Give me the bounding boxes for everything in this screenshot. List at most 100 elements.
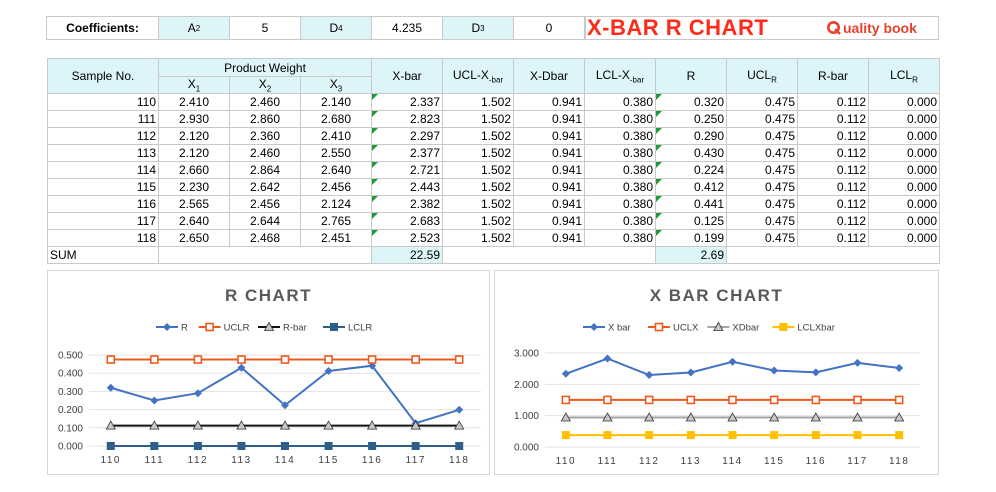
cell-xbar[interactable]: 2.683: [371, 212, 443, 231]
data-point[interactable]: [853, 431, 862, 440]
cell-rbar[interactable]: 0.112: [797, 212, 869, 231]
data-point[interactable]: [603, 431, 612, 440]
legend-marker[interactable]: [263, 321, 275, 331]
data-point[interactable]: [603, 354, 612, 363]
cell-lcl-xbar[interactable]: 0.380: [584, 144, 656, 163]
cell-rbar[interactable]: 0.112: [797, 229, 869, 248]
data-point[interactable]: [770, 431, 779, 440]
data-point[interactable]: [810, 412, 822, 422]
cell-ucl-xbar[interactable]: 1.502: [442, 212, 514, 231]
data-point[interactable]: [893, 412, 905, 422]
data-point[interactable]: [561, 369, 570, 378]
cell-ucl-r[interactable]: 0.475: [726, 178, 798, 197]
data-point[interactable]: [106, 383, 115, 392]
data-point[interactable]: [728, 357, 737, 366]
legend-item[interactable]: R: [156, 323, 188, 334]
cell-x2[interactable]: 2.644: [229, 212, 301, 231]
data-point[interactable]: [411, 442, 420, 450]
cell-lcl-r[interactable]: 0.000: [868, 161, 940, 180]
cell-x3[interactable]: 2.550: [300, 144, 372, 163]
data-point[interactable]: [853, 358, 862, 367]
data-point[interactable]: [236, 420, 247, 430]
cell-lcl-xbar[interactable]: 0.380: [584, 195, 656, 214]
cell-r[interactable]: 0.250: [655, 110, 727, 129]
data-point[interactable]: [768, 412, 780, 422]
cell-lcl-xbar[interactable]: 0.380: [584, 178, 656, 197]
cell-x2[interactable]: 2.456: [229, 195, 301, 214]
data-point[interactable]: [728, 431, 737, 440]
cell-xdbar[interactable]: 0.941: [513, 144, 585, 163]
data-point[interactable]: [561, 431, 570, 440]
cell-xbar[interactable]: 2.297: [371, 127, 443, 146]
d3-value[interactable]: 0: [513, 16, 585, 40]
cell-x1[interactable]: 2.660: [158, 161, 230, 180]
data-point[interactable]: [410, 420, 421, 430]
data-point[interactable]: [770, 366, 779, 375]
cell-lcl-r[interactable]: 0.000: [868, 93, 940, 112]
cell-x2[interactable]: 2.360: [229, 127, 301, 146]
data-point[interactable]: [193, 442, 202, 450]
d4-value[interactable]: 4.235: [371, 16, 443, 40]
cell-xbar[interactable]: 2.823: [371, 110, 443, 129]
cell-xdbar[interactable]: 0.941: [513, 161, 585, 180]
cell-xbar[interactable]: 2.377: [371, 144, 443, 163]
legend-item[interactable]: XDbar: [707, 321, 759, 334]
data-point[interactable]: [193, 389, 202, 398]
cell-xdbar[interactable]: 0.941: [513, 110, 585, 129]
cell-ucl-r[interactable]: 0.475: [726, 195, 798, 214]
data-point[interactable]: [150, 396, 159, 405]
cell-rbar[interactable]: 0.112: [797, 144, 869, 163]
legend-marker[interactable]: [779, 323, 788, 331]
cell-lcl-r[interactable]: 0.000: [868, 110, 940, 129]
cell-ucl-xbar[interactable]: 1.502: [442, 144, 514, 163]
cell-r[interactable]: 0.224: [655, 161, 727, 180]
cell-r[interactable]: 0.412: [655, 178, 727, 197]
legend-item[interactable]: UCLX: [648, 323, 699, 334]
cell-xbar[interactable]: 2.443: [371, 178, 443, 197]
legend-marker[interactable]: [330, 323, 338, 331]
cell-x1[interactable]: 2.230: [158, 178, 230, 197]
cell-xbar[interactable]: 2.721: [371, 161, 443, 180]
cell-lcl-xbar[interactable]: 0.380: [584, 93, 656, 112]
cell-sample[interactable]: 118: [47, 229, 159, 248]
cell-ucl-xbar[interactable]: 1.502: [442, 127, 514, 146]
data-point[interactable]: [685, 412, 697, 422]
cell-x2[interactable]: 2.642: [229, 178, 301, 197]
cell-xbar[interactable]: 2.382: [371, 195, 443, 214]
data-point[interactable]: [728, 395, 737, 405]
legend-marker[interactable]: [654, 322, 664, 332]
data-point[interactable]: [643, 412, 655, 422]
cell-lcl-xbar[interactable]: 0.380: [584, 110, 656, 129]
cell-r[interactable]: 0.290: [655, 127, 727, 146]
cell-x1[interactable]: 2.640: [158, 212, 230, 231]
cell-xbar[interactable]: 2.337: [371, 93, 443, 112]
legend-item[interactable]: X bar: [583, 323, 631, 334]
cell-sample[interactable]: 111: [47, 110, 159, 129]
data-point[interactable]: [454, 355, 464, 364]
cell-ucl-xbar[interactable]: 1.502: [442, 161, 514, 180]
legend-marker[interactable]: [163, 323, 171, 331]
data-point[interactable]: [281, 442, 289, 450]
data-point[interactable]: [645, 431, 654, 440]
cell-lcl-xbar[interactable]: 0.380: [584, 212, 656, 231]
cell-rbar[interactable]: 0.112: [797, 127, 869, 146]
data-point[interactable]: [686, 431, 695, 440]
data-point[interactable]: [561, 395, 571, 405]
cell-sample[interactable]: 110: [47, 93, 159, 112]
cell-r[interactable]: 0.199: [655, 229, 727, 248]
data-point[interactable]: [106, 442, 115, 450]
data-point[interactable]: [279, 420, 291, 430]
cell-x1[interactable]: 2.120: [158, 127, 230, 146]
data-point[interactable]: [237, 363, 246, 372]
cell-lcl-r[interactable]: 0.000: [868, 229, 940, 248]
cell-x1[interactable]: 2.120: [158, 144, 230, 163]
cell-ucl-xbar[interactable]: 1.502: [442, 229, 514, 248]
legend-item[interactable]: R-bar: [258, 321, 307, 334]
cell-sample[interactable]: 114: [47, 161, 159, 180]
data-point[interactable]: [368, 442, 377, 450]
cell-ucl-xbar[interactable]: 1.502: [442, 178, 514, 197]
cell-ucl-xbar[interactable]: 1.502: [442, 110, 514, 129]
data-point[interactable]: [603, 395, 612, 405]
data-point[interactable]: [895, 431, 904, 440]
sum-r[interactable]: 2.69: [655, 246, 727, 265]
